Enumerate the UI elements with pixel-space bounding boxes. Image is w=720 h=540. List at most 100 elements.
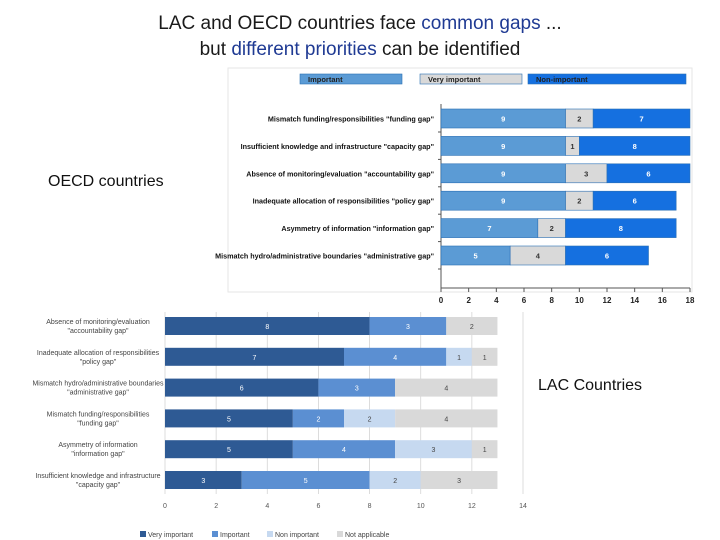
- oecd-bar-segment: [565, 218, 677, 238]
- oecd-data-label: 9: [501, 142, 505, 151]
- lac-category-sublabel: "funding gap": [77, 420, 119, 427]
- lac-x-tick-label: 10: [417, 503, 425, 510]
- lac-bar-segment: [165, 378, 319, 397]
- lac-category-label: Asymmetry of information: [58, 442, 137, 449]
- oecd-data-label: 4: [536, 252, 541, 261]
- lac-x-tick-label: 6: [316, 503, 320, 510]
- lac-category-label: Insufficient knowledge and infrastructur…: [35, 473, 160, 480]
- lac-data-label: 3: [406, 324, 410, 331]
- lac-legend-label-3: Not applicable: [345, 532, 389, 539]
- lac-data-label: 4: [444, 386, 448, 393]
- lac-data-label: 2: [368, 416, 372, 423]
- title-highlight-different-priorities: different priorities: [231, 39, 377, 60]
- oecd-category-label: Inadequate allocation of responsibilitie…: [253, 197, 434, 206]
- lac-legend-swatch-1: [212, 531, 218, 537]
- oecd-data-label: 1: [570, 142, 574, 151]
- lac-bar-segment: [446, 347, 472, 366]
- lac-legend-swatch-0: [140, 531, 146, 537]
- lac-bar-segment: [165, 471, 242, 489]
- lac-data-label: 5: [304, 478, 308, 485]
- lac-data-label: 3: [201, 478, 205, 485]
- oecd-x-tick-label: 16: [658, 296, 667, 305]
- lac-legend-label-1: Important: [220, 532, 250, 539]
- lac-data-label: 2: [470, 324, 474, 331]
- lac-x-tick-label: 0: [163, 503, 167, 510]
- lac-bar-segment: [165, 317, 370, 335]
- oecd-legend-label-1: Very important: [428, 75, 481, 84]
- lac-bar-segment: [420, 471, 498, 489]
- lac-data-label: 4: [444, 416, 448, 423]
- oecd-countries-label: OECD countries: [48, 173, 164, 190]
- lac-category-sublabel: "information gap": [71, 451, 125, 458]
- lac-bar-segment: [446, 317, 498, 335]
- oecd-x-tick-label: 8: [549, 296, 554, 305]
- title-text-ellipsis: ...: [540, 13, 562, 34]
- lac-category-label: Mismatch hydro/administrative boundaries: [32, 381, 164, 388]
- oecd-x-tick-label: 18: [686, 296, 695, 305]
- lac-data-label: 6: [240, 386, 244, 393]
- oecd-legend-label-0: Important: [308, 75, 343, 84]
- oecd-data-label: 6: [646, 169, 650, 178]
- oecd-data-label: 2: [550, 224, 554, 233]
- oecd-data-label: 5: [473, 252, 477, 261]
- page-title-line2: but different priorities can be identifi…: [0, 37, 720, 63]
- oecd-category-label: Mismatch funding/responsibilities "fundi…: [268, 115, 434, 124]
- lac-legend-label-2: Non important: [275, 532, 319, 539]
- oecd-data-label: 2: [577, 115, 581, 124]
- oecd-bar-segment: [592, 108, 691, 129]
- lac-data-label: 4: [342, 447, 346, 454]
- oecd-x-tick-label: 2: [466, 296, 471, 305]
- oecd-x-tick-label: 10: [575, 296, 584, 305]
- title-text: can be identified: [376, 39, 521, 60]
- lac-legend-swatch-3: [337, 531, 343, 537]
- oecd-data-label: 2: [577, 197, 581, 206]
- lac-bar-segment: [471, 440, 498, 459]
- lac-category-sublabel: "policy gap": [80, 359, 117, 366]
- lac-data-label: 3: [457, 478, 461, 485]
- lac-bar-segment: [292, 440, 396, 459]
- lac-bar-segment: [318, 378, 396, 397]
- lac-data-label: 2: [316, 416, 320, 423]
- lac-data-label: 3: [355, 386, 359, 393]
- oecd-x-tick-label: 12: [603, 296, 612, 305]
- lac-data-label: 4: [393, 355, 397, 362]
- oecd-legend-label-2: Non-important: [536, 75, 588, 84]
- lac-bar-segment: [395, 409, 498, 428]
- lac-bar-segment: [165, 409, 293, 428]
- oecd-legend-swatch-0: [299, 73, 403, 85]
- title-highlight-common-gaps: common gaps: [421, 13, 541, 34]
- lac-countries-label: LAC Countries: [538, 377, 643, 394]
- lac-data-label: 1: [483, 447, 487, 454]
- lac-legend-swatch-2: [267, 531, 273, 537]
- oecd-bar-segment: [606, 163, 691, 184]
- lac-x-tick-label: 4: [265, 503, 269, 510]
- lac-category-sublabel: "capacity gap": [76, 482, 121, 489]
- oecd-x-tick-label: 4: [494, 296, 499, 305]
- lac-x-tick-label: 12: [468, 503, 476, 510]
- oecd-bar-segment: [579, 136, 691, 156]
- page-title-line1: LAC and OECD countries face common gaps …: [0, 11, 720, 37]
- oecd-x-tick-label: 14: [630, 296, 639, 305]
- lac-bar-segment: [471, 347, 498, 366]
- lac-category-label: Absence of monitoring/evaluation: [46, 319, 150, 326]
- lac-bar-segment: [395, 440, 472, 459]
- oecd-category-label: Insufficient knowledge and infrastructur…: [241, 142, 434, 151]
- lac-data-label: 7: [253, 355, 257, 362]
- lac-x-tick-label: 8: [368, 503, 372, 510]
- lac-category-label: Mismatch funding/responsibilities: [47, 411, 150, 418]
- lac-bar-segment: [241, 471, 370, 489]
- oecd-x-tick-label: 6: [522, 296, 527, 305]
- oecd-plot-frame: [227, 67, 693, 293]
- oecd-data-label: 6: [605, 252, 609, 261]
- lac-category-sublabel: "administrative gap": [67, 390, 129, 397]
- oecd-data-label: 8: [619, 224, 623, 233]
- lac-bar-segment: [344, 347, 447, 366]
- oecd-data-label: 9: [501, 115, 505, 124]
- lac-bar-segment: [165, 347, 344, 366]
- oecd-category-label: Mismatch hydro/administrative boundaries…: [215, 252, 434, 261]
- lac-data-label: 5: [227, 416, 231, 423]
- title-text: LAC and OECD countries face: [158, 13, 422, 34]
- oecd-x-tick-label: 0: [439, 296, 444, 305]
